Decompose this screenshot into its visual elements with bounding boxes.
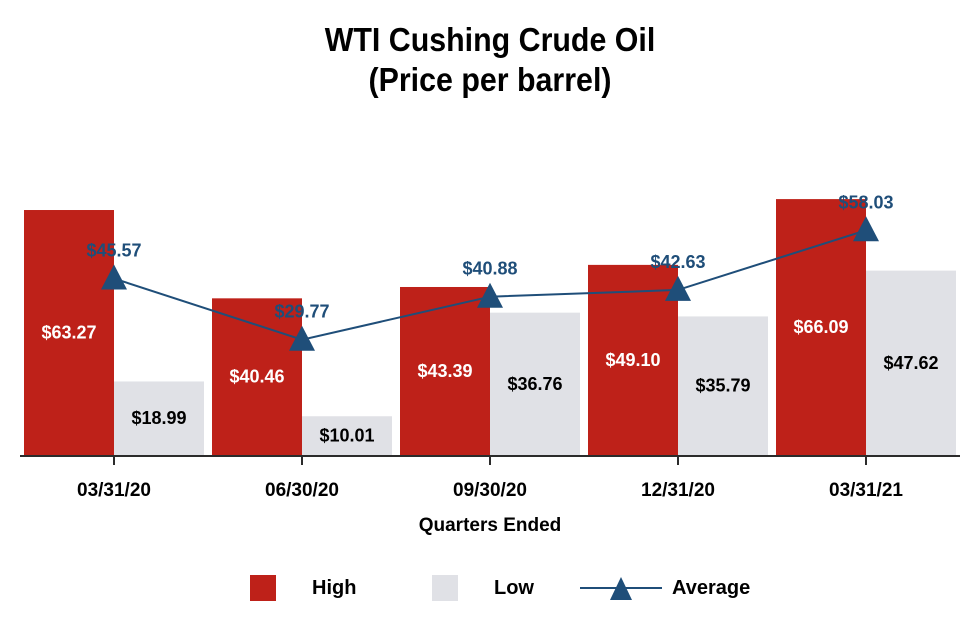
- chart-title-line2: (Price per barrel): [368, 61, 612, 98]
- x-tick-label: 09/30/20: [453, 480, 527, 501]
- high-bar: [588, 264, 678, 455]
- low-series: [114, 270, 956, 455]
- average-marker: [665, 275, 691, 301]
- average-value-label: $45.57: [86, 241, 141, 261]
- low-bar: [866, 270, 956, 455]
- legend-item-low: Low: [432, 572, 534, 604]
- legend-label-average: Average: [672, 576, 751, 599]
- legend-label-high: High: [312, 576, 357, 599]
- legend: High Low Average: [0, 572, 980, 604]
- low-value-label: $35.79: [695, 376, 750, 396]
- high-value-label: $49.10: [605, 350, 660, 370]
- legend-item-average: Average: [580, 572, 750, 604]
- legend-swatch-average: [580, 577, 662, 600]
- low-value-label: $47.62: [883, 353, 938, 373]
- high-value-label: $40.46: [229, 367, 284, 387]
- legend-label-low: Low: [494, 576, 534, 599]
- high-value-label: $43.39: [417, 361, 472, 381]
- x-axis-label: Quarters Ended: [419, 515, 562, 536]
- high-bar: [400, 286, 490, 455]
- low-value-label: $10.01: [319, 426, 374, 446]
- average-value-label: $40.88: [462, 259, 517, 279]
- average-series: [101, 216, 879, 351]
- x-tick-label: 03/31/21: [829, 480, 903, 501]
- low-bar: [678, 316, 768, 455]
- average-value-label: $29.77: [274, 302, 329, 322]
- x-axis-ticks: 03/31/20 06/30/20 09/30/20 12/31/20 03/31/21: [77, 456, 903, 501]
- average-marker: [853, 216, 879, 242]
- chart-title-line1: WTI Cushing Crude Oil: [324, 21, 656, 58]
- high-bar: [776, 199, 866, 455]
- average-marker: [289, 325, 315, 351]
- high-value-label: $63.27: [41, 323, 96, 343]
- high-bar: [24, 210, 114, 455]
- average-marker: [477, 282, 503, 308]
- legend-swatch-high: [250, 575, 276, 601]
- low-bar: [490, 312, 580, 455]
- legend-item-high: High: [250, 572, 356, 604]
- low-bar: [114, 381, 204, 455]
- average-value-label: $58.03: [838, 192, 893, 212]
- low-value-label: $18.99: [131, 408, 186, 428]
- low-bar: [302, 416, 392, 455]
- average-value-label: $42.63: [650, 252, 705, 272]
- legend-swatch-low: [432, 575, 458, 601]
- x-tick-label: 06/30/20: [265, 480, 339, 501]
- x-tick-label: 12/31/20: [641, 480, 715, 501]
- high-value-label: $66.09: [793, 317, 848, 337]
- x-tick-label: 03/31/20: [77, 480, 151, 501]
- low-value-label: $36.76: [507, 374, 562, 394]
- data-labels: $63.27 $18.99 $40.46 $10.01 $43.39 $36.76 $49.…: [41, 192, 938, 445]
- average-marker: [101, 264, 127, 290]
